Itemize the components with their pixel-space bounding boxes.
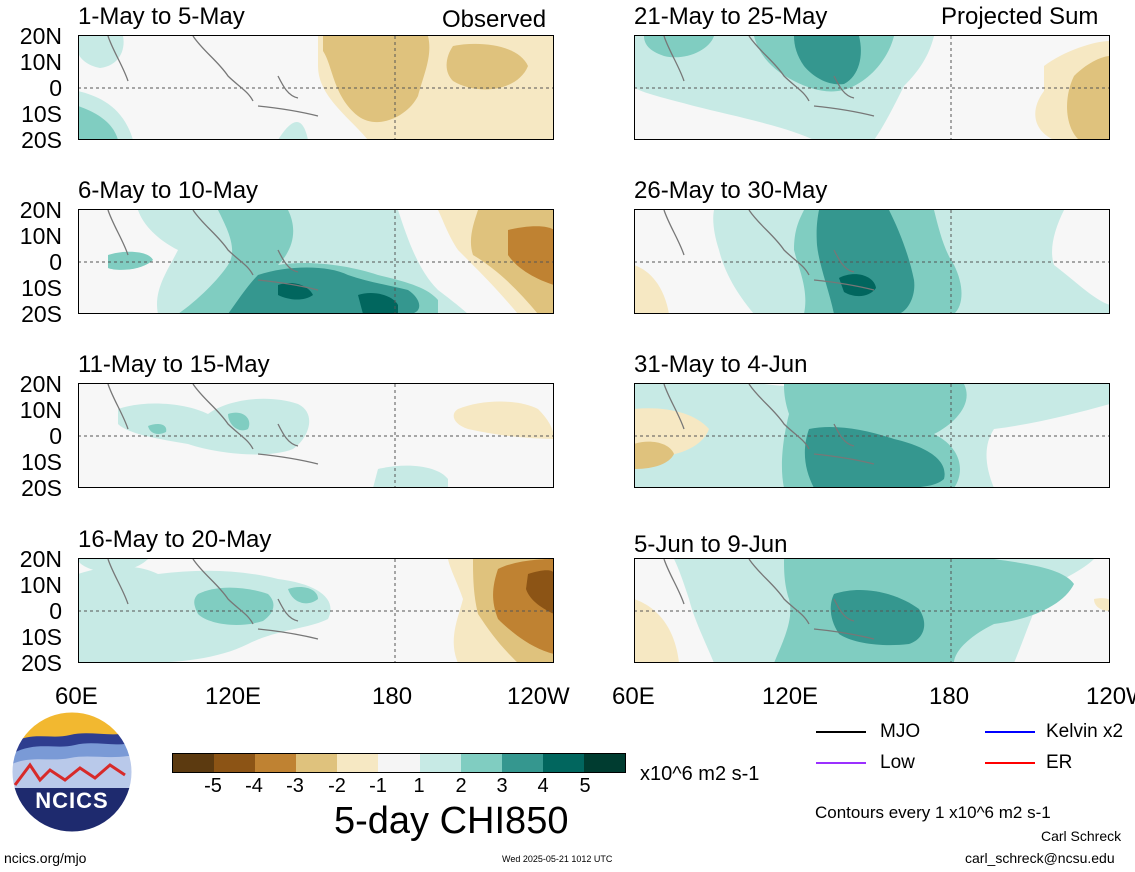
colorbar — [172, 753, 626, 773]
observed-label: Observed — [442, 6, 547, 33]
panel-title-4: 16-May to 20-May — [78, 526, 272, 553]
map-panel-2 — [78, 210, 554, 314]
colorbar-label: 4 — [537, 775, 549, 797]
colorbar-swatch — [214, 754, 256, 772]
panel-title-2: 6-May to 10-May — [78, 177, 259, 204]
x-label-60e: 60E — [55, 683, 98, 710]
y-label: 0 — [49, 423, 62, 449]
panel-title-1: 1-May to 5-May — [78, 3, 245, 30]
map-panel-3 — [78, 384, 554, 488]
panel-title-8: 5-Jun to 9-Jun — [634, 531, 788, 558]
x-label-120w: 120W — [1086, 685, 1135, 709]
x-label-180: 180 — [372, 683, 413, 710]
colorbar-label: -3 — [286, 775, 304, 797]
author-email: carl_schreck@ncsu.edu — [965, 850, 1115, 866]
colorbar-swatch — [296, 754, 338, 772]
panel-title-6: 26-May to 30-May — [634, 177, 828, 204]
colorbar-swatch — [460, 754, 502, 772]
logo-text: NCICS — [35, 788, 109, 813]
colorbar-label: 5 — [579, 775, 591, 797]
contours-note: Contours every 1 x10^6 m2 s-1 — [815, 803, 1051, 822]
x-label-60e: 60E — [612, 683, 655, 710]
colorbar-label: -5 — [204, 775, 222, 797]
site-url: ncics.org/mjo — [4, 850, 87, 866]
projected-sum-label: Projected Sum — [941, 3, 1099, 30]
colorbar-units: x10^6 m2 s-1 — [640, 763, 760, 785]
colorbar-label: 1 — [413, 775, 425, 797]
y-label: 20N — [19, 23, 62, 49]
colorbar-swatch — [542, 754, 584, 772]
y-label: 10N — [19, 49, 62, 75]
colorbar-swatch — [378, 754, 420, 772]
y-label: 10S — [21, 275, 62, 301]
map-panel-6 — [634, 210, 1110, 314]
colorbar-label: 2 — [455, 775, 467, 797]
colorbar-swatch — [501, 754, 543, 772]
author: Carl Schreck — [1041, 828, 1122, 844]
colorbar-swatch — [173, 754, 215, 772]
legend-label-er: ER — [1046, 752, 1073, 773]
map-panel-4 — [78, 559, 554, 663]
colorbar-label: 3 — [496, 775, 508, 797]
colorbar-label: -4 — [245, 775, 263, 797]
y-label: 20N — [19, 546, 62, 572]
y-label: 20S — [21, 475, 62, 501]
legend-line-low — [816, 762, 866, 764]
map-panel-5 — [634, 36, 1110, 140]
panel-title-3: 11-May to 15-May — [78, 351, 270, 378]
map-panel-7 — [634, 384, 1110, 488]
y-label: 10S — [21, 624, 62, 650]
y-label: 20S — [21, 301, 62, 327]
panel-title-5: 21-May to 25-May — [634, 3, 828, 30]
map-panel-8 — [634, 559, 1110, 663]
x-label-120e: 120E — [205, 683, 262, 710]
y-label: 20S — [21, 650, 62, 676]
y-label: 20N — [19, 197, 62, 223]
y-label: 0 — [49, 598, 62, 624]
colorbar-swatch — [255, 754, 297, 772]
legend-line-mjo — [816, 731, 866, 733]
ncics-logo: NCICS — [10, 710, 134, 834]
legend-label-kelvin: Kelvin x2 — [1046, 721, 1124, 742]
colorbar-label: -1 — [369, 775, 387, 797]
x-label-120e: 120E — [762, 683, 819, 710]
colorbar-swatch — [419, 754, 461, 772]
figure-title: 5-day CHI850 — [334, 800, 569, 842]
legend-label-mjo: MJO — [880, 721, 921, 742]
y-label: 20S — [21, 127, 62, 153]
map-panel-1 — [78, 36, 554, 140]
y-label: 10N — [19, 223, 62, 249]
x-label-180: 180 — [929, 683, 970, 710]
timestamp: Wed 2025-05-21 1012 UTC — [502, 854, 613, 864]
legend-line-kelvin — [985, 731, 1035, 733]
y-label: 10S — [21, 449, 62, 475]
panel-title-7: 31-May to 4-Jun — [634, 351, 808, 378]
y-label: 20N — [19, 371, 62, 397]
y-label: 10N — [19, 572, 62, 598]
y-label: 10N — [19, 397, 62, 423]
y-label: 10S — [21, 101, 62, 127]
colorbar-swatch — [337, 754, 379, 772]
legend-line-er — [985, 762, 1035, 764]
colorbar-swatch — [583, 754, 626, 772]
colorbar-label: -2 — [328, 775, 346, 797]
x-label-120w: 120W — [507, 683, 570, 710]
y-label: 0 — [49, 249, 62, 275]
y-label: 0 — [49, 75, 62, 101]
legend-label-low: Low — [880, 752, 915, 773]
